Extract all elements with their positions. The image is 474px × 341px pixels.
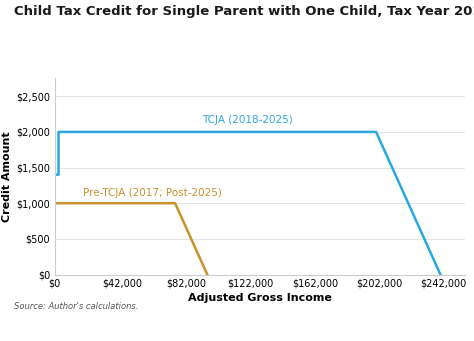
Text: @TaxFoundation: @TaxFoundation <box>379 322 465 332</box>
Text: TCJA (2018-2025): TCJA (2018-2025) <box>202 115 293 125</box>
Y-axis label: Credit Amount: Credit Amount <box>2 131 12 222</box>
Text: Child Tax Credit for Single Parent with One Child, Tax Year 2019: Child Tax Credit for Single Parent with … <box>14 5 474 18</box>
Text: Source: Author's calculations.: Source: Author's calculations. <box>14 302 138 311</box>
Text: Pre-TCJA (2017; Post-2025): Pre-TCJA (2017; Post-2025) <box>83 188 222 197</box>
X-axis label: Adjusted Gross Income: Adjusted Gross Income <box>188 293 331 303</box>
Text: TAX FOUNDATION: TAX FOUNDATION <box>9 322 113 332</box>
